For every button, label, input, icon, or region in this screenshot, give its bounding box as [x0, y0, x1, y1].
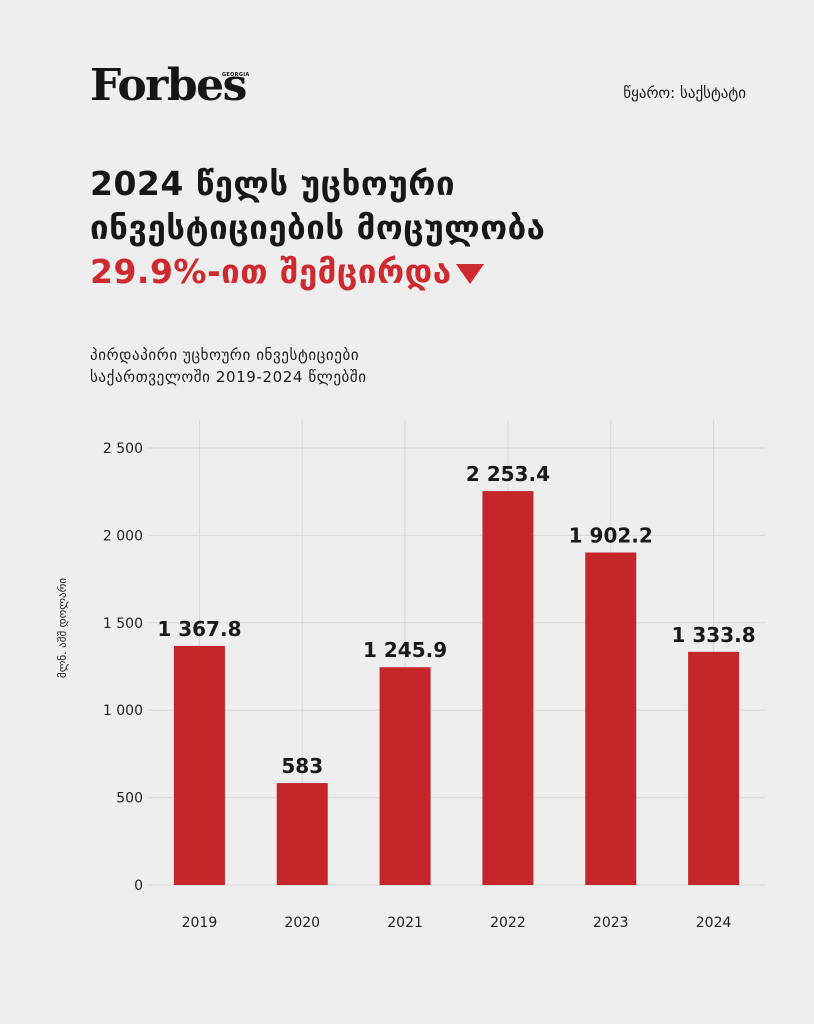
forbes-logo-edition: GEORGIA	[222, 72, 250, 78]
x-tick-label: 2020	[284, 915, 320, 931]
x-tick-label: 2021	[387, 915, 423, 931]
bar-2020	[276, 783, 328, 885]
chart-subtitle-line-1: პირდაპირი უცხოური ინვესტიციები	[90, 346, 360, 364]
x-tick-label: 2023	[593, 915, 629, 931]
data-label-2019: 1 367.8	[157, 617, 241, 641]
headline-line-2: ინვესტიციების მოცულობა	[90, 208, 546, 247]
x-tick-label: 2024	[696, 915, 732, 931]
x-tick-label: 2019	[182, 915, 218, 931]
y-tick-label: 2 000	[103, 528, 143, 544]
bar-2022	[482, 491, 534, 885]
y-tick-label: 1 500	[103, 616, 143, 632]
down-arrow-icon	[455, 263, 484, 284]
data-label-2022: 2 253.4	[466, 462, 550, 486]
source-label: წყარო: საქსტატი	[623, 84, 746, 102]
data-label-2021: 1 245.9	[363, 638, 447, 662]
headline-line-1: 2024 წელს უცხოური	[90, 164, 456, 203]
headline-accent: 29.9%-ით შემცირდა	[90, 252, 452, 291]
forbes-logo: Forbes	[90, 60, 247, 111]
grid-layer	[148, 420, 765, 886]
chart-subtitle-line-2: საქართველოში 2019-2024 წლებში	[90, 368, 367, 386]
data-label-2023: 1 902.2	[569, 523, 653, 547]
y-axis-title: მლნ. აშშ დოლარი	[56, 578, 69, 678]
bars-layer	[173, 491, 740, 885]
y-tick-label: 0	[134, 878, 143, 894]
headline: 2024 წელს უცხოური ინვესტიციების მოცულობა…	[90, 162, 750, 294]
bar-2021	[379, 667, 431, 885]
headline-line-3: 29.9%-ით შემცირდა	[90, 250, 750, 294]
chart-subtitle: პირდაპირი უცხოური ინვესტიციები საქართველ…	[90, 344, 367, 388]
x-tick-label: 2022	[490, 915, 526, 931]
bar-2024	[688, 651, 740, 885]
y-tick-label: 2 500	[103, 441, 143, 457]
bar-2023	[585, 552, 637, 885]
bar-2019	[173, 645, 225, 885]
data-label-2020: 583	[281, 754, 323, 778]
data-label-2024: 1 333.8	[672, 623, 756, 647]
y-tick-label: 500	[116, 791, 143, 807]
y-tick-label: 1 000	[103, 703, 143, 719]
labels-layer: 0 500 1 000 1 500 2 000 2 500 1 367.8 2019 583 20…	[103, 441, 756, 931]
